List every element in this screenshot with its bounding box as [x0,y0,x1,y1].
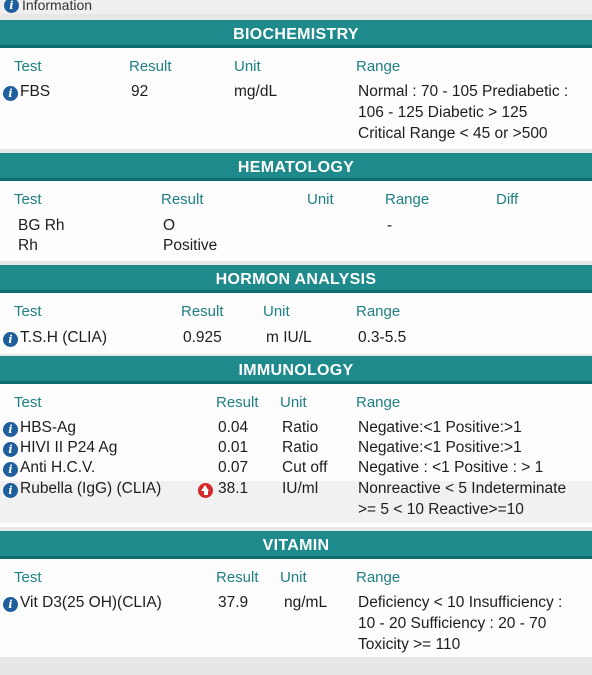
test-name: T.S.H (CLIA) [20,329,107,346]
column-header-result: Result [129,58,172,75]
test-unit: m IU/L [266,329,312,346]
test-result: 0.01 [218,439,249,456]
column-header-unit: Unit [280,394,307,411]
test-name: HBS-Ag [20,419,76,436]
test-range: 0.3-5.5 [358,329,407,346]
test-name: BG Rh [18,217,65,234]
test-range-line: >= 5 < 10 Reactive>=10 [358,501,524,518]
test-range-line: Nonreactive < 5 Indeterminate [358,480,567,497]
column-header-result: Result [216,394,259,411]
test-unit: Cut off [282,459,328,476]
test-range-line: Toxicity >= 110 [358,636,461,653]
test-result: Positive [163,237,218,254]
section-hormone-analysis: Test Result Unit Range i T.S.H (CLIA) 0.… [0,293,592,354]
section-header-hematology: HEMATOLOGY [0,153,592,181]
test-name: Anti H.C.V. [20,459,96,476]
info-icon[interactable]: i [3,422,18,437]
column-header-range: Range [356,569,401,586]
test-result: O [163,217,176,234]
test-name: HIVI II P24 Ag [20,439,118,456]
column-header-result: Result [161,191,204,208]
column-header-result: Result [181,303,224,320]
info-icon[interactable]: i [3,597,18,612]
test-range: Negative:<1 Positive:>1 [358,439,522,456]
test-result: 92 [131,83,149,100]
test-range: - [387,217,393,234]
column-header-result: Result [216,569,259,586]
info-icon[interactable]: i [3,483,18,498]
section-hematology: Test Result Unit Range Diff BG Rh O - Rh… [0,181,592,261]
column-header-unit: Unit [280,569,307,586]
test-unit: Ratio [282,439,319,456]
section-header-biochemistry: BIOCHEMISTRY [0,20,592,48]
test-unit: mg/dL [234,83,278,100]
section-vitamin: Test Result Unit Range i Vit D3(25 OH)(C… [0,559,592,657]
arrow-up-alert-icon [198,483,213,498]
column-header-unit: Unit [307,191,334,208]
column-header-unit: Unit [263,303,290,320]
test-result: 0.04 [218,419,249,436]
test-result: 37.9 [218,594,249,611]
column-header-test: Test [14,569,42,586]
test-range-line: Critical Range < 45 or >500 [358,125,548,142]
section-header-vitamin: VITAMIN [0,531,592,559]
column-header-unit: Unit [234,58,261,75]
test-unit: IU/ml [282,480,319,497]
test-range: Negative:<1 Positive:>1 [358,419,522,436]
info-icon[interactable]: i [4,0,19,13]
test-range-line: 106 - 125 Diabetic > 125 [358,104,528,121]
info-icon[interactable]: i [3,462,18,477]
test-name: FBS [20,83,51,100]
test-range-line: 10 - 20 Sufficiency : 20 - 70 [358,615,547,632]
test-result: 38.1 [218,480,249,497]
column-header-test: Test [14,191,42,208]
page-title: Information [22,0,93,13]
test-range-line: Normal : 70 - 105 Prediabetic : [358,83,569,100]
column-header-range: Range [356,394,401,411]
column-header-range: Range [385,191,430,208]
column-header-range: Range [356,58,401,75]
table-row: i Rubella (IgG) (CLIA) 38.1 IU/ml Nonrea… [0,480,592,523]
column-header-range: Range [356,303,401,320]
info-icon[interactable]: i [3,332,18,347]
section-header-immunology: IMMUNOLOGY [0,356,592,384]
test-range-line: Deficiency < 10 Insufficiency : [358,594,563,611]
section-header-hormone-analysis: HORMON ANALYSIS [0,265,592,293]
column-header-diff: Diff [496,191,519,208]
column-header-test: Test [14,58,42,75]
test-name: Rh [18,237,38,254]
test-name: Rubella (IgG) (CLIA) [20,480,162,497]
test-unit: ng/mL [284,594,328,611]
column-header-test: Test [14,394,42,411]
section-biochemistry: Test Result Unit Range i FBS 92 mg/dL No… [0,48,592,149]
test-name: Vit D3(25 OH)(CLIA) [20,594,162,611]
top-bar: i Information [0,0,592,14]
test-range: Negative : <1 Positive : > 1 [358,459,544,476]
test-result: 0.07 [218,459,249,476]
section-immunology: Test Result Unit Range i HBS-Ag 0.04 Rat… [0,384,592,527]
test-unit: Ratio [282,419,319,436]
info-icon[interactable]: i [3,86,18,101]
column-header-test: Test [14,303,42,320]
test-result: 0.925 [183,329,222,346]
info-icon[interactable]: i [3,442,18,457]
